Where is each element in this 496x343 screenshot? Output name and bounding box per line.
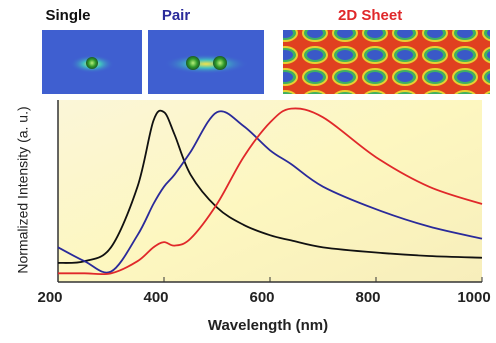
legend-label: Pair bbox=[162, 7, 191, 24]
x-tick-label: 800 bbox=[355, 289, 380, 306]
line-series bbox=[57, 109, 483, 264]
x-tick-label: 200 bbox=[37, 289, 62, 306]
x-tick-label: 1000 bbox=[457, 289, 490, 306]
x-tick-label: 400 bbox=[143, 289, 168, 306]
legend-label: Single bbox=[45, 7, 90, 24]
insets bbox=[42, 30, 490, 94]
x-axis-label: Wavelength (nm) bbox=[208, 317, 328, 334]
legend-label: 2D Sheet bbox=[338, 7, 402, 24]
line-series bbox=[57, 110, 483, 274]
line-series bbox=[58, 107, 483, 276]
inset-image bbox=[283, 30, 490, 94]
x-tick-label: 600 bbox=[249, 289, 274, 306]
y-axis-label: Normalized Intensity (a. u.) bbox=[15, 106, 31, 273]
